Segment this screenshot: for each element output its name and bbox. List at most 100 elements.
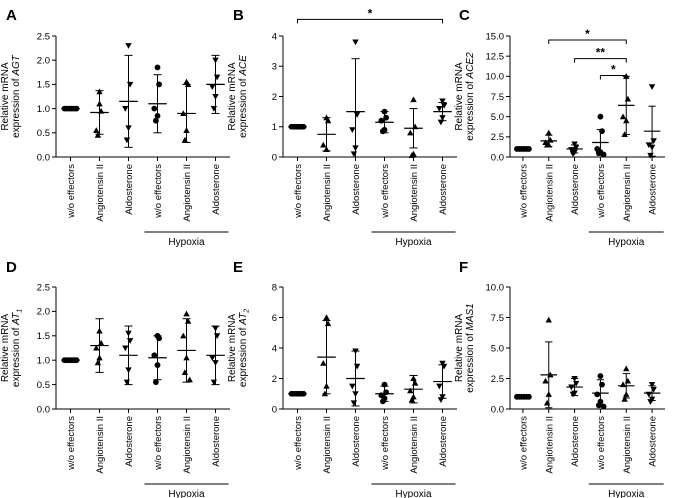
x-category-label: Angiotensin II bbox=[544, 164, 555, 222]
data-point bbox=[183, 310, 190, 317]
x-category-label: Aldosterone bbox=[124, 416, 135, 467]
y-tick-label: 2.5 bbox=[491, 132, 504, 143]
panel-B: B 0 1 2 3 4 Relative mRNAexpression of ACE w/o … bbox=[227, 6, 457, 248]
x-category-label: w/o effectors bbox=[153, 164, 164, 219]
y-tick-label: 10.0 bbox=[486, 282, 505, 293]
y-tick-label: 0.0 bbox=[491, 404, 504, 415]
x-category-label: Aldosterone bbox=[438, 164, 449, 215]
x-category-label: w/o effectors bbox=[380, 416, 391, 471]
significance-label: * bbox=[368, 6, 373, 20]
y-label-line1: Relative mRNA bbox=[227, 62, 238, 131]
y-tick-label: 1.5 bbox=[37, 331, 50, 342]
y-tick-label: 1.5 bbox=[37, 80, 50, 91]
panel-letter: E bbox=[233, 259, 243, 276]
data-point bbox=[183, 127, 190, 133]
data-point bbox=[212, 325, 219, 332]
y-tick-label: 2.5 bbox=[491, 374, 504, 385]
data-point bbox=[352, 348, 359, 355]
panel-letter: A bbox=[6, 7, 17, 24]
data-point bbox=[96, 100, 103, 107]
data-point bbox=[595, 150, 602, 156]
data-point bbox=[594, 391, 601, 398]
data-point bbox=[600, 403, 607, 410]
y-label-subscript: 1 bbox=[17, 309, 24, 313]
data-point bbox=[126, 338, 134, 344]
data-point bbox=[349, 127, 356, 133]
y-tick-label: 2.0 bbox=[37, 307, 50, 318]
panel-letter: D bbox=[6, 259, 17, 276]
data-point bbox=[324, 320, 332, 327]
data-point bbox=[94, 359, 102, 366]
data-point bbox=[623, 391, 630, 397]
data-point bbox=[97, 107, 105, 114]
x-category-label: Angiotensin II bbox=[409, 416, 420, 474]
data-point bbox=[542, 377, 549, 384]
data-point bbox=[212, 93, 219, 100]
data-point bbox=[621, 396, 628, 402]
y-tick-label: 2 bbox=[272, 92, 277, 103]
significance-bracket bbox=[297, 18, 443, 24]
x-category-label: Angiotensin II bbox=[622, 164, 633, 222]
panel-A: A 0.0 0.5 1.0 1.5 2.0 2.5 Relative mRNAexpressi… bbox=[0, 7, 230, 248]
data-point bbox=[410, 96, 417, 103]
data-point bbox=[621, 131, 628, 137]
x-category-label: w/o effectors bbox=[293, 416, 304, 471]
x-category-label: w/o effectors bbox=[596, 164, 607, 219]
y-label-line1: Relative mRNA bbox=[0, 62, 11, 131]
data-point bbox=[381, 108, 388, 115]
data-point bbox=[545, 391, 552, 397]
group-label: Hypoxia bbox=[168, 237, 205, 248]
y-tick-label: 12.5 bbox=[486, 51, 505, 62]
data-point bbox=[437, 119, 445, 126]
y-tick-label: 5.0 bbox=[491, 343, 504, 354]
y-label-line2: expression of bbox=[238, 325, 249, 387]
data-point bbox=[154, 64, 161, 71]
y-tick-label: 5.0 bbox=[491, 112, 504, 123]
data-point bbox=[407, 387, 414, 394]
x-category-label: Angiotensin II bbox=[622, 416, 633, 474]
data-point bbox=[123, 379, 131, 386]
y-tick-label: 15.0 bbox=[486, 31, 505, 42]
y-label-line2: expression of bbox=[11, 76, 22, 138]
x-category-label: Angiotensin II bbox=[182, 416, 193, 474]
y-axis-label: Relative mRNAexpression of ACE2 bbox=[454, 52, 476, 141]
data-point bbox=[439, 394, 446, 400]
x-category-label: Aldosterone bbox=[570, 164, 581, 215]
x-category-label: Angiotensin II bbox=[95, 416, 106, 474]
data-point bbox=[408, 152, 416, 159]
data-point bbox=[210, 379, 218, 386]
data-point bbox=[410, 375, 417, 382]
data-point bbox=[93, 127, 100, 133]
y-axis-label: Relative mRNAexpression of ACE bbox=[227, 55, 249, 138]
data-point bbox=[154, 112, 161, 119]
panel-letter: B bbox=[233, 7, 244, 24]
data-point bbox=[186, 376, 193, 383]
data-point bbox=[407, 129, 414, 136]
x-category-label: Aldosterone bbox=[211, 416, 222, 467]
data-point bbox=[436, 106, 443, 112]
y-tick-label: 0 bbox=[272, 404, 277, 415]
data-point bbox=[210, 106, 218, 112]
data-point bbox=[381, 381, 388, 388]
data-point bbox=[411, 123, 419, 130]
y-label-line2: expression of bbox=[11, 325, 22, 387]
data-point bbox=[619, 113, 627, 120]
x-category-label: Aldosterone bbox=[211, 164, 222, 215]
y-tick-label: 2.5 bbox=[37, 282, 50, 293]
significance-bracket bbox=[548, 39, 627, 45]
y-tick-label: 8 bbox=[272, 282, 277, 293]
y-label-line2: expression of bbox=[238, 76, 249, 138]
x-category-label: Aldosterone bbox=[438, 416, 449, 467]
data-point bbox=[545, 129, 552, 136]
significance-label: * bbox=[611, 63, 616, 77]
data-point bbox=[380, 398, 386, 405]
data-point bbox=[352, 391, 359, 397]
data-point bbox=[184, 317, 192, 324]
x-category-label: Aldosterone bbox=[648, 164, 659, 215]
y-tick-label: 7.5 bbox=[491, 92, 504, 103]
x-category-label: Aldosterone bbox=[351, 416, 362, 467]
data-point bbox=[568, 147, 575, 153]
panel-letter: F bbox=[459, 259, 468, 276]
